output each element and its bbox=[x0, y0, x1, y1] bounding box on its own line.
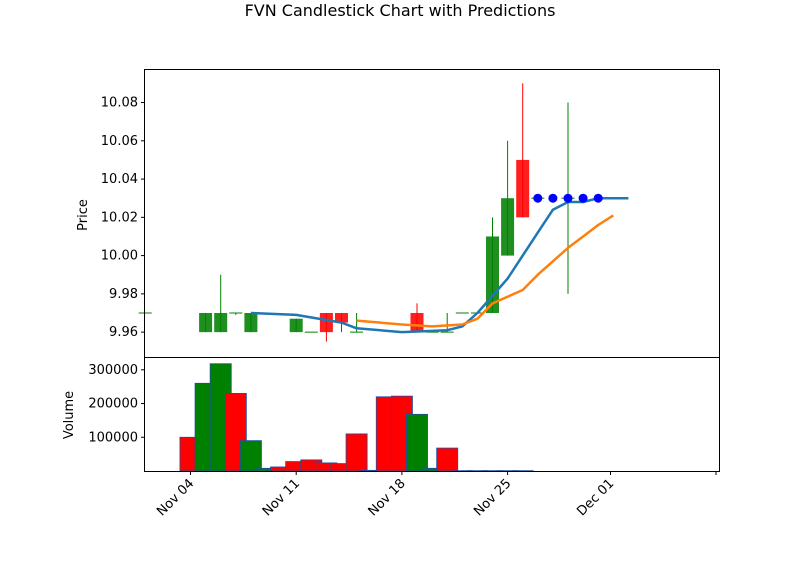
price-y-tick-label: 10.02 bbox=[101, 210, 138, 225]
candle-body bbox=[244, 312, 258, 333]
price-y-label: Price bbox=[76, 199, 91, 231]
candle-body bbox=[410, 312, 424, 333]
candle-body bbox=[289, 318, 303, 333]
x-tick-label: Nov 18 bbox=[366, 476, 409, 519]
sma-short-line bbox=[250, 196, 629, 334]
sma-long-line bbox=[356, 214, 614, 328]
volume-bar bbox=[436, 447, 459, 472]
price-plot-frame bbox=[144, 69, 720, 358]
volume-y-tick-label: 200000 bbox=[88, 397, 138, 412]
prediction-point bbox=[563, 193, 573, 203]
x-tick-label: Dec 01 bbox=[574, 476, 617, 519]
candle-body bbox=[501, 198, 515, 256]
x-tick-label: Nov 11 bbox=[260, 476, 303, 519]
x-tick-label: Nov 04 bbox=[154, 476, 197, 519]
x-tick-label: Nov 25 bbox=[471, 476, 514, 519]
volume-y-ticks: 100000 200000 300000 bbox=[88, 363, 145, 445]
volume-marks bbox=[179, 363, 534, 472]
price-y-tick-label: 9.98 bbox=[109, 287, 138, 302]
candle-body bbox=[335, 312, 348, 323]
prediction-point bbox=[548, 193, 558, 203]
price-y-tick-label: 9.96 bbox=[109, 325, 138, 340]
price-y-tick-label: 10.00 bbox=[101, 249, 138, 264]
price-y-tick-label: 10.08 bbox=[101, 96, 138, 111]
volume-y-label: Volume bbox=[62, 391, 77, 439]
chart-title: FVN Candlestick Chart with Predictions bbox=[245, 1, 556, 20]
candle-body bbox=[214, 312, 228, 333]
price-y-tick-label: 10.04 bbox=[101, 172, 138, 187]
candle-body bbox=[319, 312, 333, 333]
volume-plot-frame bbox=[144, 357, 720, 472]
prediction-point bbox=[578, 193, 588, 203]
price-y-ticks: 9.96 9.98 10.00 10.02 10.04 10.06 10.08 bbox=[101, 96, 145, 340]
volume-y-tick-label: 300000 bbox=[88, 363, 138, 378]
volume-bar bbox=[406, 413, 428, 472]
prediction-point bbox=[593, 193, 603, 203]
volume-y-tick-label: 100000 bbox=[88, 430, 138, 445]
volume-bar bbox=[345, 433, 368, 472]
price-panel: 9.96 9.98 10.00 10.02 10.04 10.06 10.08 Price bbox=[76, 69, 720, 358]
prediction-point bbox=[533, 193, 543, 203]
candle-body bbox=[516, 159, 530, 218]
x-ticks: Nov 04 Nov 11 Nov 18 Nov 25 Dec 01 bbox=[154, 471, 717, 519]
price-marks bbox=[138, 83, 629, 342]
volume-bar bbox=[239, 440, 262, 472]
candle-body bbox=[199, 312, 213, 333]
price-y-tick-label: 10.06 bbox=[101, 134, 138, 149]
